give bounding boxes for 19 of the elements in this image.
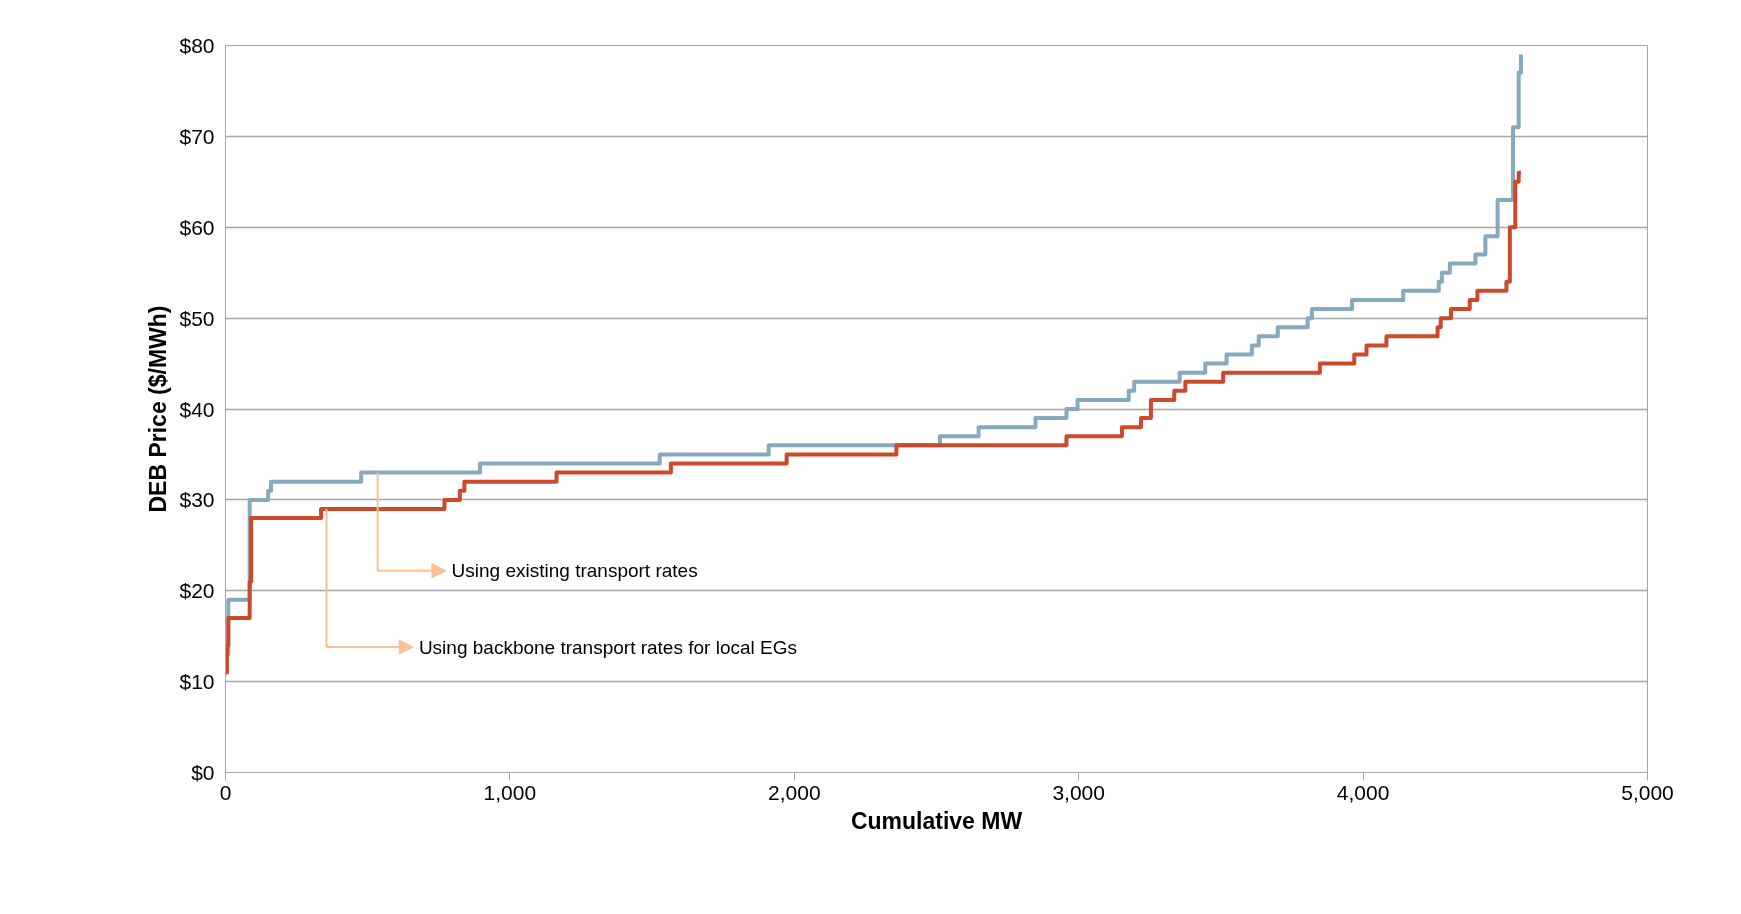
y-tick-label: $80 <box>179 34 215 57</box>
y-tick-label: $20 <box>179 579 215 603</box>
y-tick-label: $30 <box>179 488 215 512</box>
x-tick-label: 5,000 <box>1621 780 1674 804</box>
y-tick-label: $70 <box>179 124 215 148</box>
annotation: Using backbone transport rates for local EGs <box>418 636 797 658</box>
y-tick-label: $50 <box>179 306 215 330</box>
y-tick-label: $0 <box>191 761 215 784</box>
y-tick-label: $60 <box>179 215 215 239</box>
y-tick-label: $10 <box>179 670 215 694</box>
y-tick-label: $40 <box>179 397 215 421</box>
annotation: Using existing transport rates <box>451 560 698 582</box>
x-tick-label: 1,000 <box>483 780 537 804</box>
x-axis-title: Cumulative MW <box>850 807 1023 834</box>
x-tick-label: 0 <box>219 780 232 804</box>
y-axis-title: DEB Price ($/MWh) <box>145 305 172 513</box>
x-tick-label: 2,000 <box>768 780 821 804</box>
x-tick-label: 4,000 <box>1336 780 1390 804</box>
x-tick-label: 3,000 <box>1052 780 1105 804</box>
